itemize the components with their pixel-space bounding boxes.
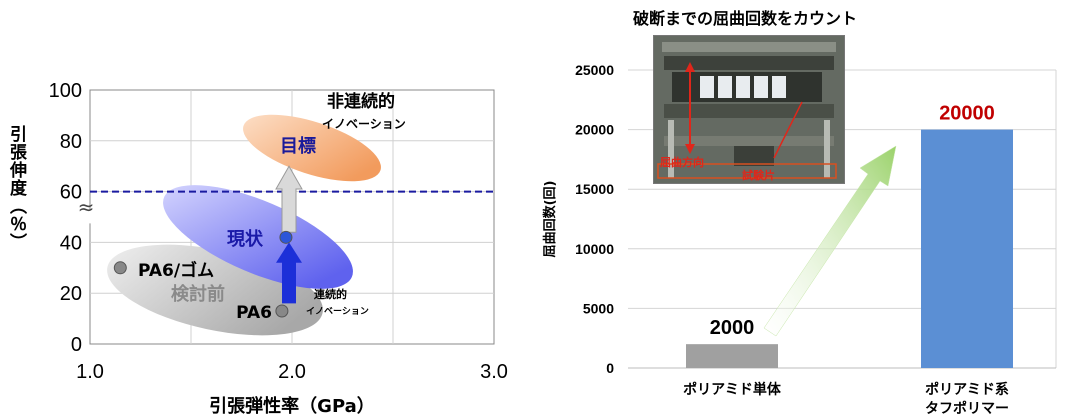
annotation-nonlinear-sub: イノベーション bbox=[322, 117, 406, 131]
region-label-target: 目標 bbox=[280, 135, 316, 157]
left-y-tick-label: 0 bbox=[71, 334, 82, 356]
left-x-tick-label: 1.0 bbox=[76, 361, 104, 383]
left-y-axis-label: 引張伸度（％） bbox=[6, 125, 26, 251]
region-target bbox=[243, 114, 381, 182]
test-apparatus-photo: 屈曲方向 試験片 bbox=[653, 35, 845, 184]
category-label-1-0: ポリアミド系 bbox=[925, 381, 1009, 398]
right-y-tick-label: 15000 bbox=[575, 181, 614, 197]
point-label-pa6: PA6 bbox=[236, 303, 272, 323]
left-y-tick-label: 60 bbox=[60, 182, 82, 204]
bar-value-label-1: 20000 bbox=[939, 103, 995, 125]
scatter-point-0 bbox=[113, 261, 127, 275]
scatter-point-1 bbox=[275, 304, 289, 318]
left-x-axis-label: 引張弾性率（GPa） bbox=[209, 395, 375, 417]
right-y-axis-label: 屈曲回数(回) bbox=[542, 181, 558, 258]
right-y-tick-label: 20000 bbox=[575, 122, 614, 138]
bar-1 bbox=[921, 129, 1013, 368]
point-label-pa6-rubber: PA6/ゴム bbox=[138, 260, 214, 281]
scatter-point-2 bbox=[279, 230, 293, 244]
annotation-linear-title: 連続的 bbox=[314, 287, 347, 301]
left-y-tick-label: 40 bbox=[60, 232, 82, 254]
left-x-tick-label: 2.0 bbox=[278, 361, 306, 383]
category-label-0-0: ポリアミド単体 bbox=[683, 381, 782, 398]
growth-arrow bbox=[763, 145, 897, 337]
photo-specimen-label: 試験片 bbox=[742, 168, 775, 182]
left-y-tick-label: 80 bbox=[60, 131, 82, 153]
left-y-axis-label-text: 引張伸度（％） bbox=[6, 125, 26, 251]
right-y-tick-label: 5000 bbox=[583, 300, 614, 316]
arrow-pa6-to-current bbox=[276, 242, 302, 304]
right-chart-panel: 破断までの屈曲回数をカウント 0 5000 10000 15000 20000 25000 屈… bbox=[540, 0, 1066, 418]
arrow-current-to-target bbox=[275, 165, 303, 233]
right-chart-svg: 破断までの屈曲回数をカウント 0 5000 10000 15000 20000 25000 屈… bbox=[542, 9, 1057, 417]
left-x-tick-label: 3.0 bbox=[480, 361, 508, 383]
region-label-current: 現状 bbox=[227, 228, 264, 250]
right-chart-title: 破断までの屈曲回数をカウント bbox=[633, 9, 857, 28]
left-y-tick-label: 20 bbox=[60, 283, 82, 305]
right-y-tick-label: 0 bbox=[606, 360, 614, 376]
annotation-linear-sub: イノベーション bbox=[306, 306, 369, 317]
region-current bbox=[163, 185, 353, 289]
right-y-tick-label: 10000 bbox=[575, 241, 614, 257]
category-label-1-1: タフポリマー bbox=[925, 400, 1009, 417]
bar-value-label-0: 2000 bbox=[710, 317, 755, 339]
left-y-tick-label: 100 bbox=[49, 80, 82, 102]
axis-break-mask bbox=[84, 209, 96, 224]
region-label-before-study: 検討前 bbox=[171, 283, 225, 305]
annotation-nonlinear-title: 非連続的 bbox=[327, 91, 395, 112]
left-chart-panel: 引張伸度（％） 0 20 40 60 80 100 1.0 2.0 3.0 引張弾性率（GPa） ≈… bbox=[6, 80, 508, 417]
bar-0 bbox=[686, 344, 778, 368]
right-y-tick-label: 25000 bbox=[575, 62, 614, 78]
apparatus-illustration: 屈曲方向 試験片 bbox=[654, 36, 844, 183]
photo-direction-label: 屈曲方向 bbox=[660, 155, 704, 169]
axis-break-mark: ≈ bbox=[78, 195, 95, 219]
